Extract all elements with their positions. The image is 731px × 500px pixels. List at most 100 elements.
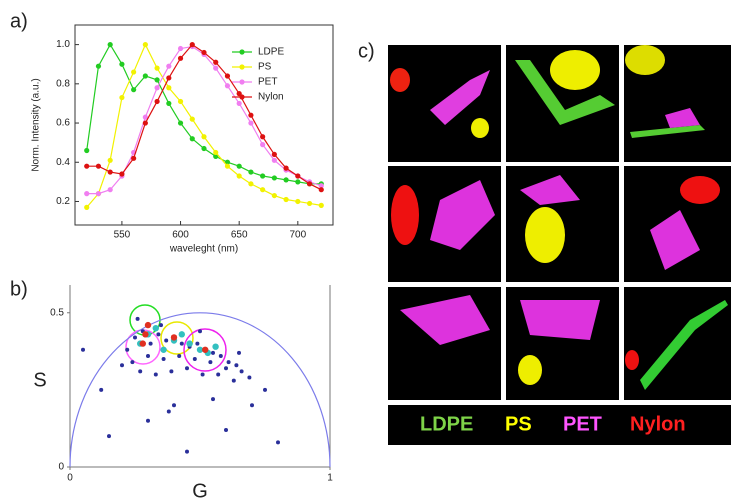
point (154, 65, 160, 71)
point (283, 196, 289, 203)
point (226, 360, 231, 365)
point (95, 63, 102, 69)
point (239, 369, 244, 374)
point (146, 353, 150, 358)
point (271, 157, 277, 163)
point (295, 179, 301, 185)
point (234, 363, 239, 368)
point (95, 163, 102, 169)
point (172, 403, 176, 408)
point (189, 42, 195, 48)
point (144, 321, 152, 329)
point (131, 69, 137, 75)
point (119, 94, 125, 101)
point (139, 340, 146, 347)
point (271, 192, 277, 199)
point (166, 75, 172, 81)
point (247, 375, 252, 380)
y-tick-label: 0.2 (56, 196, 70, 207)
point (306, 200, 313, 207)
point (224, 163, 231, 169)
point (131, 155, 137, 161)
point (201, 145, 207, 152)
point (107, 42, 113, 48)
point (107, 169, 113, 175)
point (142, 120, 148, 126)
plot-frame (74, 24, 334, 226)
point (212, 343, 219, 350)
point (318, 202, 324, 208)
point (276, 440, 280, 445)
point (198, 329, 202, 334)
point (224, 427, 228, 432)
x-tick-label: 1 (327, 473, 333, 484)
legend-label: PS (505, 413, 532, 435)
point (159, 323, 163, 328)
point (224, 159, 231, 165)
point (142, 42, 148, 48)
point (107, 157, 113, 163)
point (248, 120, 254, 126)
y-axis-label: S (33, 369, 46, 391)
point (177, 98, 184, 105)
point (133, 335, 137, 340)
point (224, 366, 228, 371)
point (189, 116, 195, 122)
point (84, 204, 90, 210)
point (201, 134, 207, 140)
point (119, 61, 125, 67)
y-tick-label: 0.6 (56, 118, 70, 129)
point (148, 341, 153, 346)
point (237, 350, 241, 355)
point (130, 360, 135, 365)
point (125, 347, 130, 352)
y-tick-label: 0 (58, 462, 64, 473)
point (185, 366, 189, 371)
point (120, 363, 124, 368)
legend-label: Nylon (630, 413, 686, 435)
point (306, 181, 313, 187)
point (318, 183, 324, 189)
point (131, 87, 137, 93)
point (201, 49, 207, 56)
point (295, 198, 301, 205)
point (166, 100, 172, 107)
point (170, 334, 178, 341)
point (192, 357, 197, 362)
point (231, 378, 236, 383)
micrographs (388, 45, 731, 445)
x-axis-label: G (192, 480, 208, 500)
point (248, 112, 254, 118)
point (107, 434, 111, 439)
point (250, 403, 254, 408)
x-tick-label: 700 (289, 230, 306, 241)
point (81, 347, 85, 352)
legend-label: PS (258, 62, 272, 73)
point (185, 449, 189, 454)
point (154, 77, 160, 83)
point (135, 316, 140, 321)
point (224, 83, 231, 89)
point (107, 187, 113, 193)
legend-label: PET (563, 413, 602, 435)
point (178, 331, 185, 338)
point (196, 346, 204, 353)
point (224, 73, 231, 79)
point (248, 181, 254, 187)
point (161, 357, 166, 362)
point (318, 187, 324, 193)
point (177, 120, 184, 126)
legend-marker (239, 94, 245, 100)
point (189, 136, 195, 142)
panel-label: c) (358, 40, 375, 62)
point (211, 350, 215, 355)
point (260, 187, 266, 193)
point (200, 372, 205, 377)
point (236, 173, 242, 179)
legend-label: Nylon (258, 92, 284, 103)
point (177, 45, 184, 52)
point (99, 387, 104, 392)
point (211, 397, 215, 402)
point (154, 98, 160, 105)
point (295, 173, 301, 179)
